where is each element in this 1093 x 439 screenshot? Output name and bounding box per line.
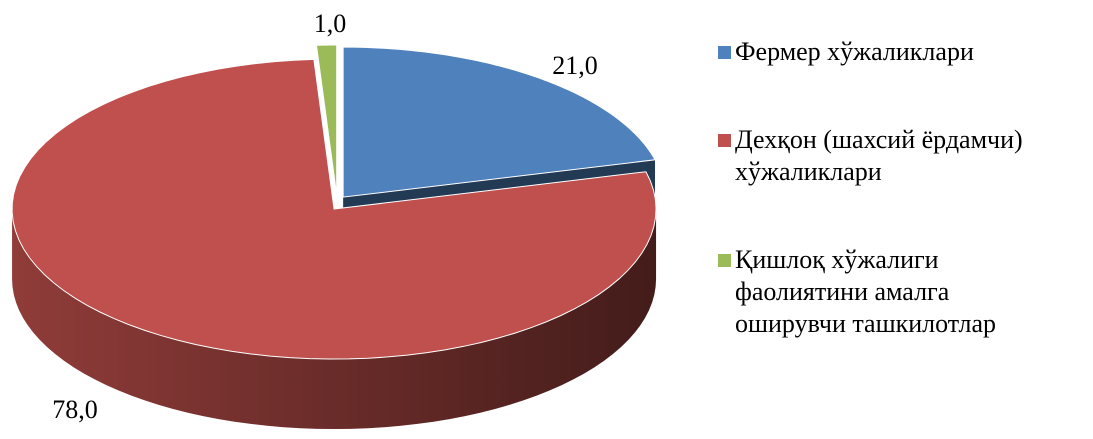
legend-swatch — [718, 134, 731, 147]
slice-side — [12, 209, 657, 430]
legend-item: Фермер хўжаликлари — [718, 36, 1088, 68]
slice — [342, 46, 656, 198]
legend-label: Фермер хўжаликлари — [735, 37, 974, 66]
legend-label: Дехқон (шахсий ёрдамчи) хўжаликлари — [735, 125, 1023, 186]
chart: 21,0 78,0 1,0 — [11, 9, 657, 430]
slice — [11, 58, 657, 360]
legend-swatch — [718, 254, 731, 267]
legend-item: Дехқон (шахсий ёрдамчи) хўжаликлари — [718, 124, 1088, 188]
legend-item: Қишлоқ хўжалиги фаолиятини амалга оширув… — [718, 244, 1088, 340]
slice — [315, 44, 338, 196]
data-label: 21,0 — [552, 51, 598, 80]
legend-label: Қишлоқ хўжалиги фаолиятини амалга оширув… — [735, 245, 997, 338]
legend-swatch — [718, 46, 731, 59]
data-label: 1,0 — [314, 9, 347, 38]
data-label: 78,0 — [52, 395, 98, 424]
legend: Фермер хўжаликлари Дехқон (шахсий ёрдамчи… — [718, 36, 1088, 396]
